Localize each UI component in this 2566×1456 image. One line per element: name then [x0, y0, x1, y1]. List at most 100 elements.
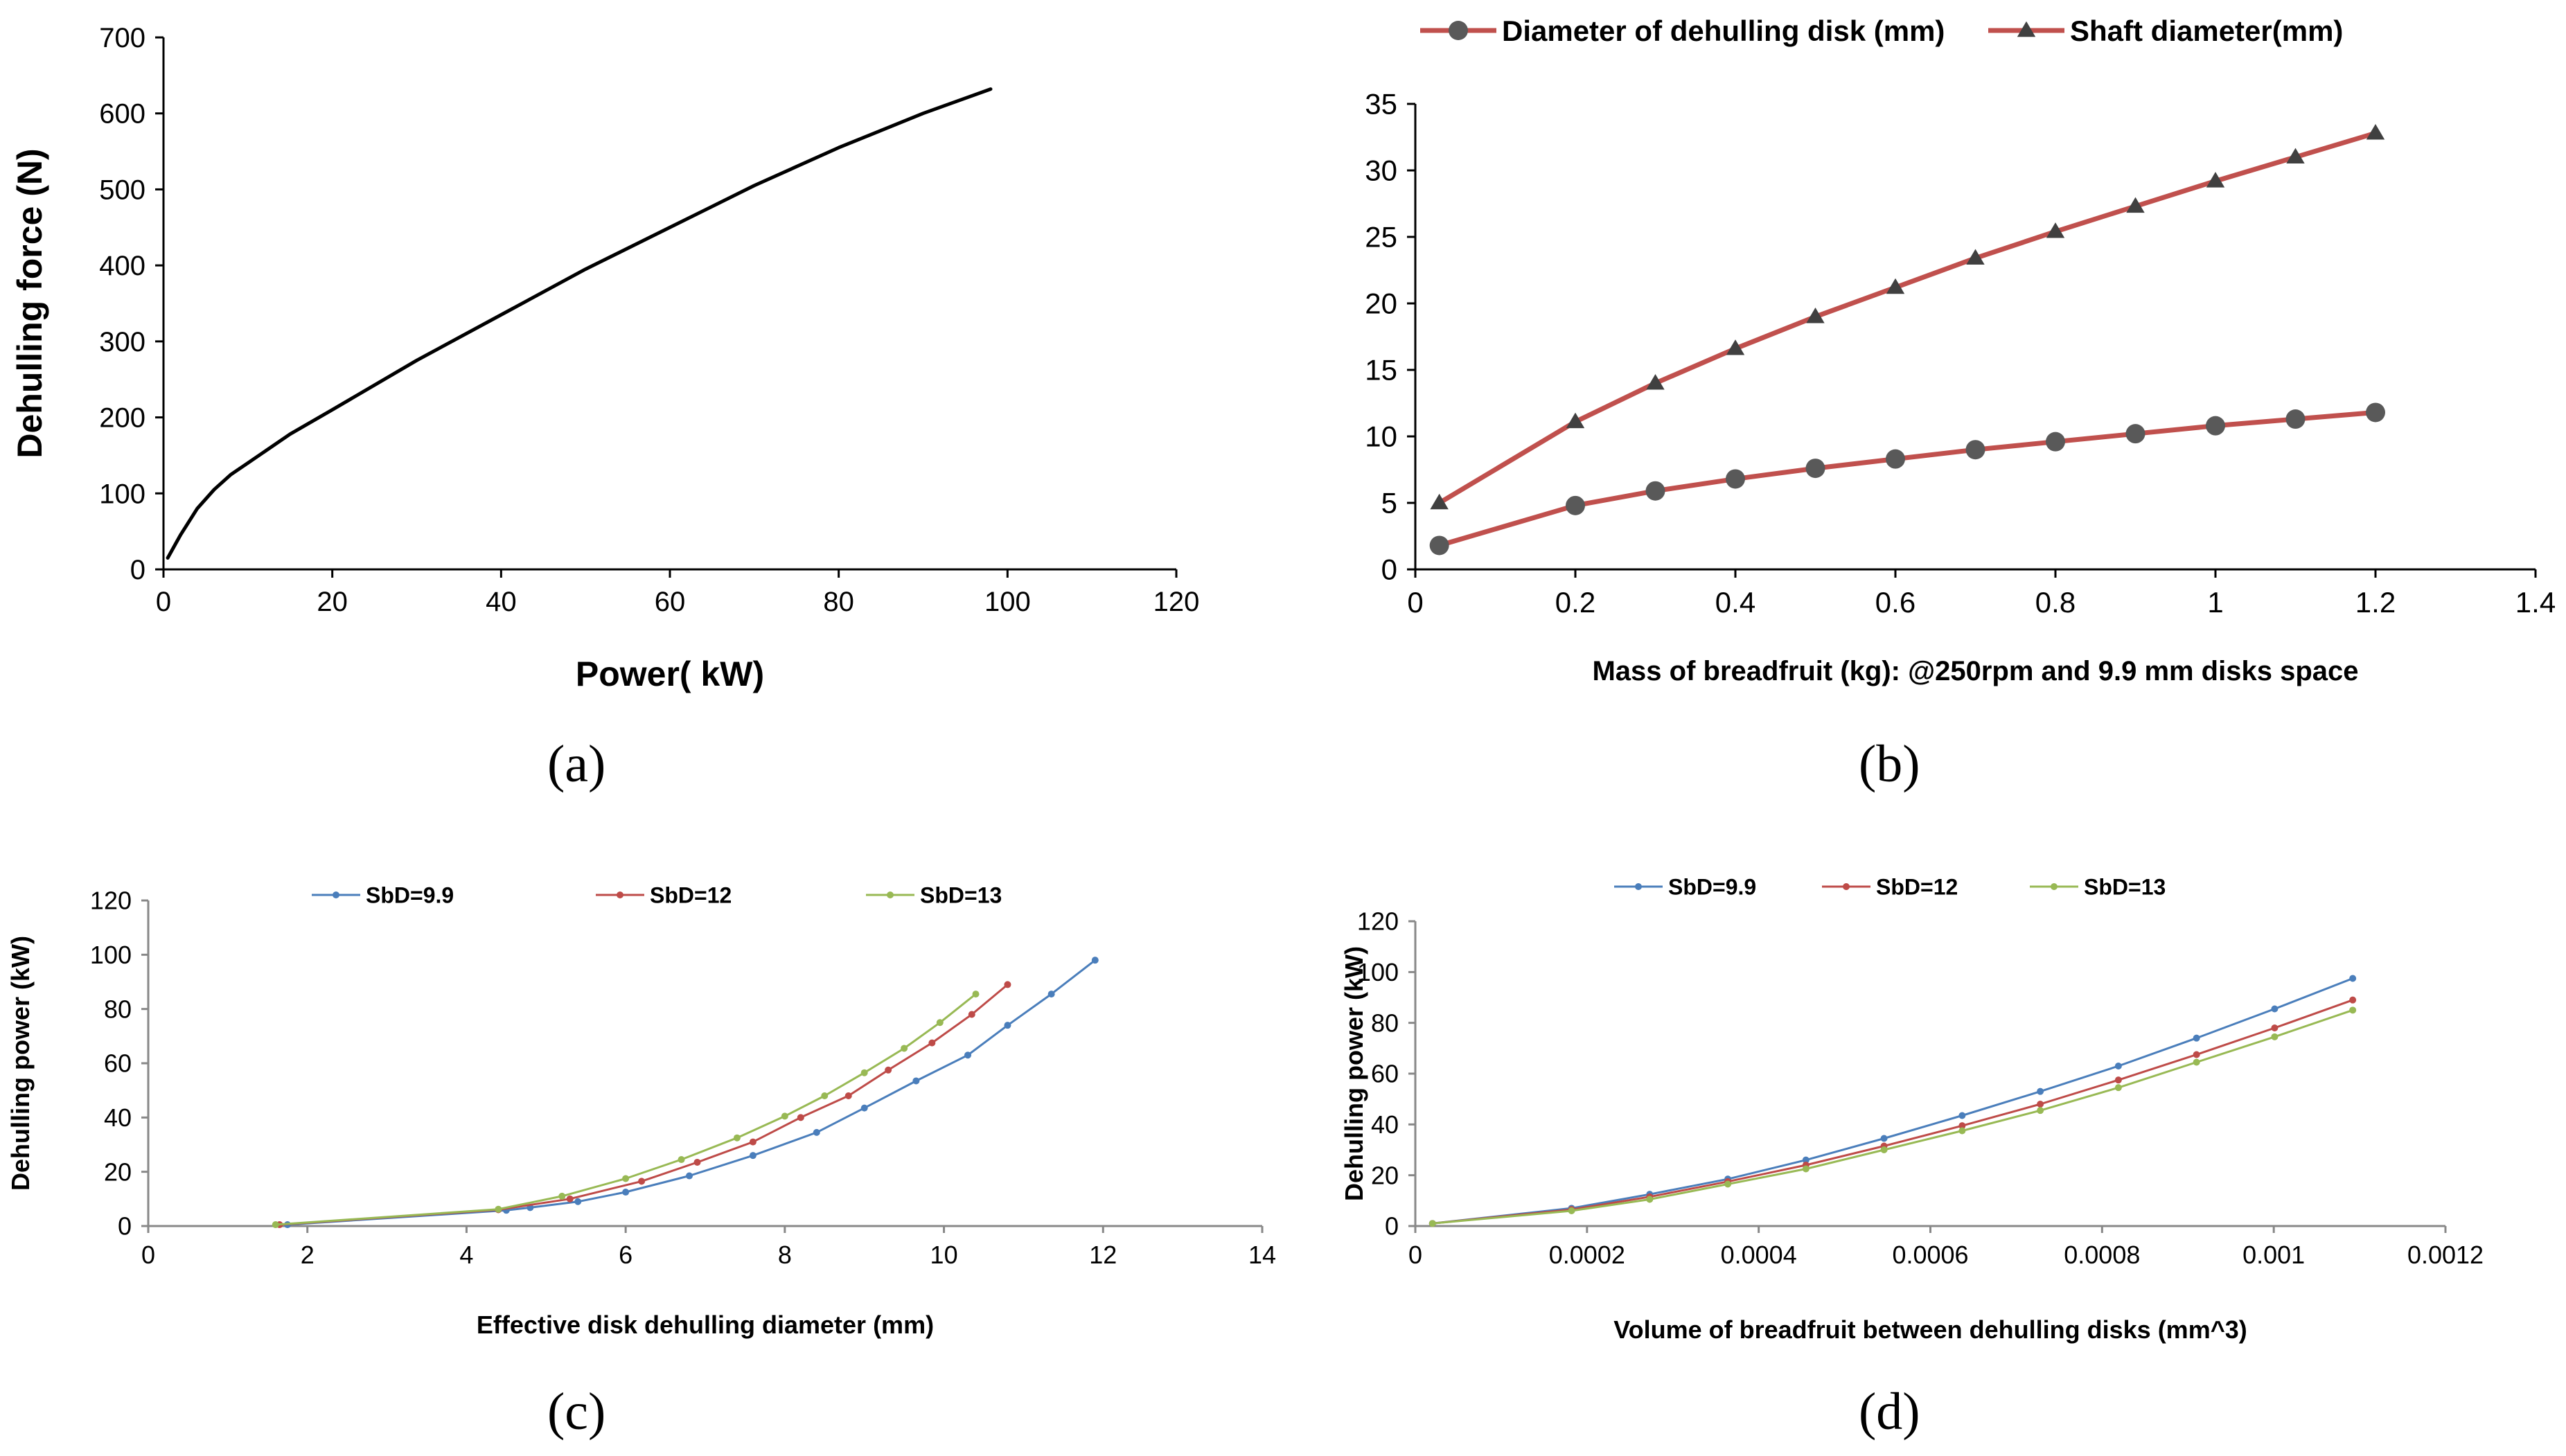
data-point-c-0 — [574, 1198, 582, 1205]
x-tick-label-b: 1 — [2207, 586, 2223, 619]
y-tick-label-c: 80 — [104, 995, 132, 1023]
data-point-d-1 — [2271, 1024, 2279, 1031]
data-point-b-0 — [1726, 469, 1745, 489]
series-line-c-2 — [274, 993, 977, 1226]
data-point-d-2 — [2037, 1107, 2044, 1115]
data-point-d-0 — [2193, 1034, 2200, 1042]
data-point-c-0 — [749, 1152, 756, 1160]
x-tick-label-b: 0 — [1407, 586, 1423, 619]
data-point-c-1 — [885, 1066, 892, 1074]
x-tick-label-d: 0 — [1408, 1241, 1422, 1269]
data-point-c-1 — [968, 1011, 975, 1018]
data-point-c-0 — [1091, 957, 1099, 964]
legend-label-b-0: Diameter of dehulling disk (mm) — [1502, 15, 1945, 47]
x-tick-label-b: 0.2 — [1555, 586, 1595, 619]
x-tick-label-b: 0.6 — [1875, 586, 1915, 619]
y-tick-label-c: 120 — [90, 887, 132, 915]
data-point-c-2 — [733, 1134, 741, 1142]
x-tick-label-c: 8 — [778, 1241, 792, 1269]
data-point-d-0 — [2114, 1063, 2122, 1069]
x-tick-label-a: 80 — [823, 587, 854, 617]
data-point-b-1 — [2046, 222, 2065, 238]
data-point-d-2 — [2193, 1058, 2200, 1066]
y-tick-label-c: 0 — [118, 1212, 132, 1241]
legend-marker-b-0 — [1449, 21, 1468, 40]
legend-marker-c-1 — [617, 891, 623, 898]
series-line-c-1 — [278, 983, 1009, 1226]
legend-marker-d-2 — [2051, 883, 2058, 890]
data-point-c-2 — [495, 1205, 502, 1213]
x-tick-label-d: 0.0002 — [1549, 1241, 1625, 1269]
data-point-b-1 — [1966, 249, 1985, 265]
x-tick-label-d: 0.0004 — [1721, 1241, 1797, 1269]
data-point-b-1 — [2366, 124, 2385, 140]
series-line-c-0 — [286, 959, 1097, 1226]
y-tick-label-d: 40 — [1371, 1110, 1399, 1139]
data-point-c-1 — [638, 1178, 646, 1185]
x-tick-label-a: 20 — [317, 587, 348, 617]
data-point-b-0 — [1429, 535, 1449, 556]
legend-marker-c-0 — [333, 891, 339, 898]
x-axis-label-b: Mass of breadfruit (kg): @250rpm and 9.9… — [1592, 656, 2358, 686]
data-point-b-0 — [1965, 440, 1985, 460]
data-point-d-2 — [2271, 1033, 2279, 1040]
series-line-a-0 — [166, 87, 993, 560]
legend-label-b-1: Shaft diameter(mm) — [2070, 15, 2343, 47]
data-point-b-1 — [2286, 148, 2305, 164]
data-point-c-1 — [797, 1114, 804, 1121]
panel-label-c: (c) — [547, 1383, 606, 1441]
y-tick-label-a: 100 — [99, 479, 145, 509]
data-point-d-1 — [2193, 1051, 2200, 1058]
x-axis-label-d: Volume of breadfruit between dehulling d… — [1613, 1315, 2247, 1344]
data-point-c-0 — [686, 1172, 693, 1180]
x-tick-label-a: 60 — [655, 587, 686, 617]
x-tick-label-c: 10 — [930, 1241, 958, 1269]
data-point-b-0 — [2206, 416, 2225, 436]
data-point-d-0 — [1880, 1135, 1888, 1142]
x-tick-label-c: 0 — [141, 1241, 155, 1269]
y-tick-label-d: 100 — [1357, 958, 1399, 986]
x-tick-label-a: 100 — [984, 587, 1031, 617]
y-tick-label-d: 120 — [1357, 907, 1399, 936]
y-tick-label-a: 700 — [99, 23, 145, 53]
y-tick-label-a: 600 — [99, 99, 145, 130]
data-point-c-1 — [928, 1039, 936, 1047]
data-point-d-0 — [2271, 1005, 2279, 1013]
legend-label-d-2: SbD=13 — [2084, 875, 2166, 900]
x-tick-label-d: 0.0006 — [1892, 1241, 1968, 1269]
data-point-d-2 — [1568, 1207, 1575, 1214]
y-tick-label-d: 20 — [1371, 1161, 1399, 1189]
y-tick-label-b: 10 — [1365, 420, 1397, 453]
data-point-b-0 — [1566, 495, 1585, 515]
data-point-c-0 — [1047, 991, 1055, 998]
data-point-b-1 — [1806, 308, 1825, 323]
y-axis-label-a: Dehulling force (N) — [10, 148, 49, 458]
legend-label-c-0: SbD=9.9 — [366, 883, 454, 908]
legend-label-d-1: SbD=12 — [1876, 875, 1958, 900]
x-tick-label-b: 1.4 — [2515, 586, 2556, 619]
data-point-b-0 — [2366, 402, 2385, 423]
x-axis-label-a: Power( kW) — [576, 655, 764, 693]
y-tick-label-a: 400 — [99, 251, 145, 281]
data-point-b-1 — [1566, 412, 1585, 429]
data-point-d-2 — [1802, 1165, 1810, 1173]
y-tick-label-a: 0 — [130, 555, 145, 585]
y-tick-label-a: 500 — [99, 175, 145, 205]
data-point-d-2 — [1880, 1146, 1888, 1153]
x-tick-label-d: 0.0012 — [2407, 1241, 2484, 1269]
x-tick-label-d: 0.0008 — [2064, 1241, 2140, 1269]
y-axis-label-c: Dehulling power (kW) — [6, 936, 35, 1191]
x-tick-label-b: 1.2 — [2355, 586, 2396, 619]
legend-marker-b-1 — [2017, 21, 2036, 37]
data-point-d-0 — [1802, 1156, 1810, 1164]
data-point-b-1 — [1646, 374, 1665, 390]
data-point-d-2 — [1724, 1180, 1732, 1188]
data-point-c-0 — [1004, 1022, 1011, 1029]
data-point-d-2 — [2349, 1006, 2357, 1014]
data-point-c-1 — [749, 1138, 756, 1146]
x-tick-label-d: 0.001 — [2242, 1241, 2305, 1269]
data-point-d-1 — [2037, 1101, 2044, 1108]
data-point-c-2 — [678, 1156, 685, 1164]
data-point-b-1 — [2126, 197, 2145, 213]
